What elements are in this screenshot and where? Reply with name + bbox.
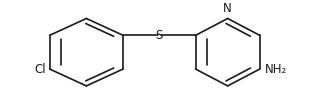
Text: NH₂: NH₂: [264, 63, 287, 76]
Text: N: N: [223, 2, 232, 15]
Text: Cl: Cl: [34, 63, 46, 76]
Text: S: S: [156, 29, 163, 42]
